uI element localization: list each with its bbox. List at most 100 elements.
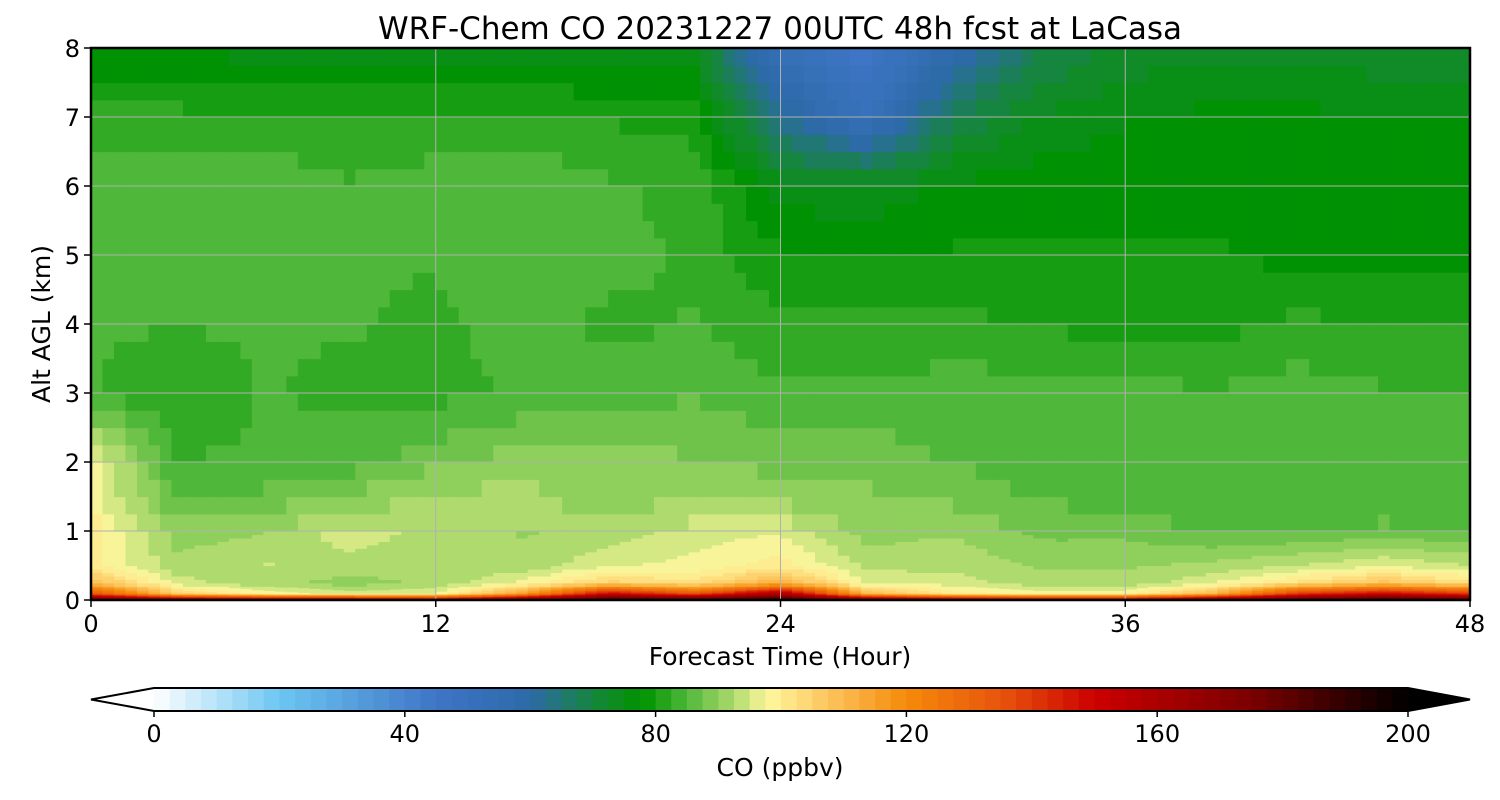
heatmap-cell (1217, 479, 1230, 498)
heatmap-cell (458, 541, 471, 546)
heatmap-cell (941, 541, 954, 546)
heatmap-cell (412, 588, 425, 590)
heatmap-cell (642, 596, 655, 598)
heatmap-cell (688, 562, 701, 567)
heatmap-cell (343, 582, 356, 587)
heatmap-cell (412, 575, 425, 580)
heatmap-cell (837, 586, 851, 589)
heatmap-cell (1010, 591, 1023, 594)
heatmap-cell (872, 595, 885, 597)
heatmap-cell (240, 544, 253, 549)
heatmap-cell (113, 575, 127, 580)
heatmap-cell (826, 593, 839, 595)
heatmap-cell (665, 558, 678, 563)
heatmap-cell (1136, 596, 1149, 598)
heatmap-cell (481, 544, 494, 549)
heatmap-cell (1435, 537, 1448, 542)
heatmap-cell (1355, 592, 1368, 594)
heatmap-cell (1125, 531, 1138, 536)
heatmap-cell (263, 534, 276, 539)
heatmap-cell (263, 427, 276, 446)
heatmap-cell (941, 589, 954, 591)
heatmap-cell (1182, 588, 1195, 591)
heatmap-cell (263, 496, 276, 515)
heatmap-cell (493, 548, 506, 553)
heatmap-cell (355, 586, 368, 589)
heatmap-cell (711, 588, 724, 591)
heatmap-cell (1194, 594, 1207, 596)
heatmap-cell (918, 427, 931, 446)
heatmap-cell (1366, 444, 1379, 463)
heatmap-cell (148, 444, 161, 463)
heatmap-cell (1136, 595, 1149, 597)
heatmap-cell (263, 579, 276, 584)
heatmap-cell (1343, 591, 1356, 594)
heatmap-cell (205, 594, 219, 596)
heatmap-cell (1263, 589, 1276, 591)
heatmap-cell (1228, 479, 1241, 498)
heatmap-cell (1228, 537, 1241, 542)
heatmap-cell (194, 594, 207, 596)
heatmap-cell (539, 548, 552, 553)
heatmap-cell (493, 588, 506, 591)
heatmap-cell (837, 534, 851, 539)
heatmap-cell (688, 555, 701, 560)
heatmap-cell (1217, 541, 1230, 546)
heatmap-cell (1205, 479, 1218, 498)
heatmap-cell (1194, 579, 1207, 584)
heatmap-cell (585, 593, 598, 596)
heatmap-cell (1401, 587, 1414, 589)
heatmap-cell (401, 597, 414, 599)
heatmap-cell (1389, 565, 1402, 570)
heatmap-cell (1090, 548, 1103, 553)
heatmap-cell (941, 594, 954, 596)
heatmap-cell (700, 590, 713, 592)
heatmap-cell (619, 575, 632, 580)
heatmap-cell (1274, 496, 1287, 515)
heatmap-cell (182, 544, 196, 549)
heatmap-cell (470, 562, 483, 567)
heatmap-cell (769, 534, 782, 539)
heatmap-cell (539, 579, 552, 584)
heatmap-cell (837, 586, 851, 588)
heatmap-cell (171, 537, 184, 542)
heatmap-cell (688, 582, 701, 587)
heatmap-cell (860, 579, 874, 584)
heatmap-cell (1263, 562, 1276, 567)
heatmap-cell (1171, 586, 1184, 588)
heatmap-cell (677, 537, 690, 542)
heatmap-cell (378, 591, 391, 593)
heatmap-cell (412, 582, 425, 587)
heatmap-cell (171, 592, 184, 594)
heatmap-cell (1228, 565, 1241, 570)
heatmap-cell (424, 568, 437, 573)
heatmap-cell (1217, 597, 1230, 599)
heatmap-cell (987, 591, 1000, 593)
heatmap-cell (401, 597, 414, 600)
heatmap-cell (217, 531, 230, 536)
heatmap-cell (320, 579, 333, 584)
heatmap-cell (493, 591, 506, 593)
heatmap-cell (205, 589, 219, 591)
heatmap-cell (516, 551, 529, 556)
heatmap-cell (711, 591, 724, 594)
heatmap-cell (814, 496, 828, 515)
heatmap-cell (194, 586, 207, 589)
heatmap-cell (125, 537, 138, 542)
heatmap-cell (171, 555, 184, 560)
heatmap-cell (837, 587, 851, 589)
heatmap-cell (791, 597, 805, 599)
heatmap-cell (1378, 513, 1391, 532)
heatmap-cell (1447, 590, 1460, 592)
heatmap-cell (573, 513, 586, 532)
heatmap-cell (757, 575, 770, 580)
heatmap-cell (1274, 462, 1287, 480)
heatmap-cell (906, 575, 919, 580)
heatmap-cell (1067, 572, 1080, 577)
heatmap-cell (159, 562, 173, 567)
heatmap-cell (1424, 562, 1437, 567)
heatmap-cell (1010, 568, 1023, 573)
heatmap-cell (1136, 588, 1149, 591)
heatmap-cell (757, 513, 770, 532)
heatmap-cell (1424, 544, 1437, 549)
